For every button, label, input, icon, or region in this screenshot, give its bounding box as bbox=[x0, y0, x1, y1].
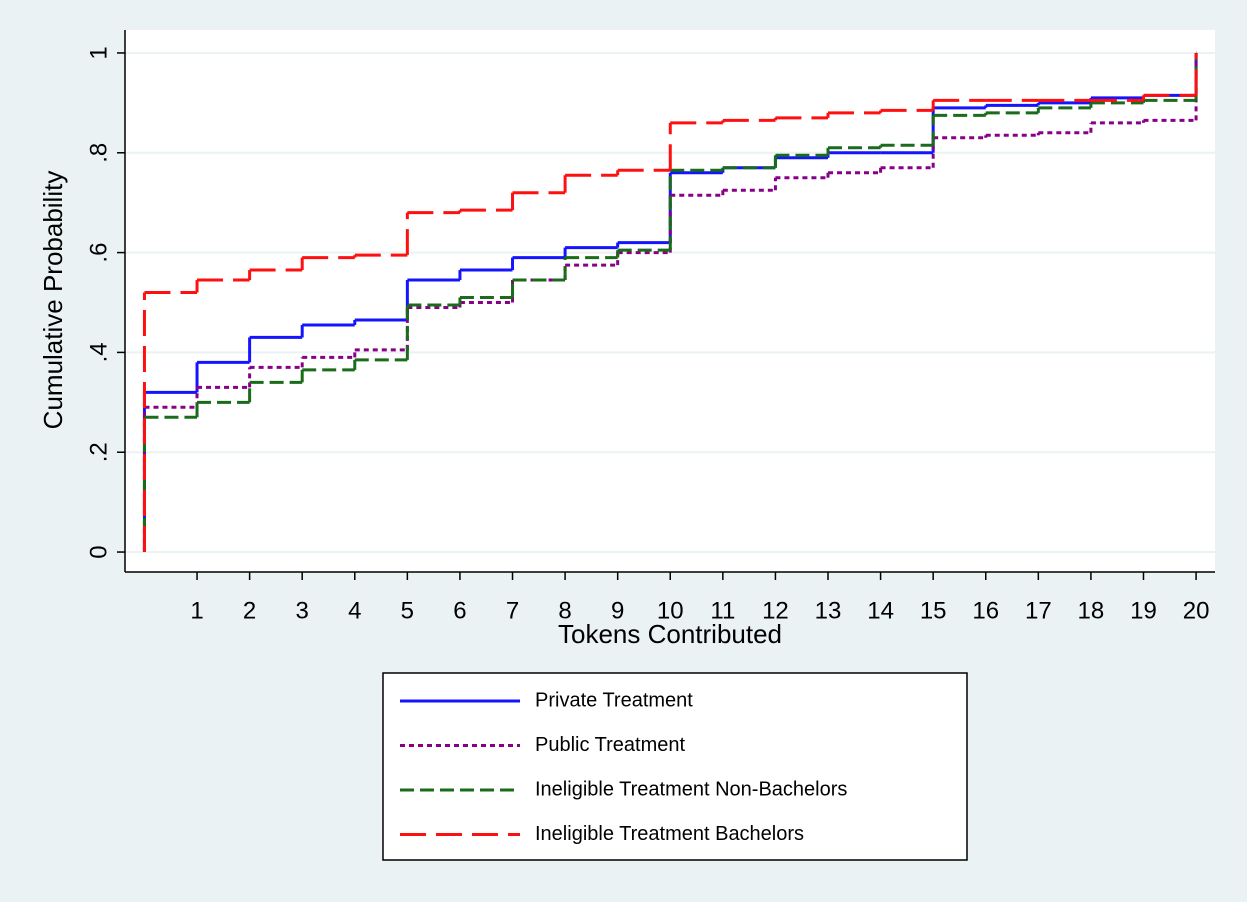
y-tick-label: 1 bbox=[85, 46, 112, 59]
x-tick-label: 1 bbox=[190, 597, 203, 624]
legend-label: Ineligible Treatment Bachelors bbox=[535, 823, 804, 845]
x-tick-label: 17 bbox=[1025, 597, 1052, 624]
x-tick-label: 10 bbox=[657, 597, 684, 624]
x-tick-label: 7 bbox=[506, 597, 519, 624]
x-tick-label: 14 bbox=[867, 597, 894, 624]
y-tick-label: .6 bbox=[85, 243, 112, 263]
y-axis-title: Cumulative Probability bbox=[38, 171, 68, 430]
legend-label: Ineligible Treatment Non-Bachelors bbox=[535, 778, 847, 800]
x-tick-label: 15 bbox=[920, 597, 947, 624]
legend-label: Public Treatment bbox=[535, 734, 686, 756]
x-tick-label: 11 bbox=[710, 597, 735, 624]
x-tick-label: 4 bbox=[348, 597, 361, 624]
x-tick-label: 19 bbox=[1130, 597, 1157, 624]
y-tick-label: .4 bbox=[85, 342, 112, 362]
x-tick-label: 5 bbox=[401, 597, 414, 624]
y-tick-label: .2 bbox=[85, 442, 112, 462]
x-tick-label: 2 bbox=[243, 597, 256, 624]
x-tick-label: 9 bbox=[611, 597, 624, 624]
x-tick-label: 3 bbox=[296, 597, 309, 624]
plot-area bbox=[125, 30, 1215, 572]
x-tick-label: 13 bbox=[815, 597, 842, 624]
x-axis-title: Tokens Contributed bbox=[558, 619, 782, 649]
legend bbox=[382, 672, 968, 861]
x-tick-label: 18 bbox=[1078, 597, 1105, 624]
y-tick-label: 0 bbox=[85, 545, 112, 558]
x-tick-label: 12 bbox=[762, 597, 789, 624]
y-tick-label: .8 bbox=[85, 143, 112, 163]
x-tick-label: 8 bbox=[558, 597, 571, 624]
x-tick-label: 6 bbox=[453, 597, 466, 624]
x-tick-label: 16 bbox=[972, 597, 999, 624]
x-tick-label: 20 bbox=[1183, 597, 1210, 624]
legend-label: Private Treatment bbox=[535, 689, 693, 711]
